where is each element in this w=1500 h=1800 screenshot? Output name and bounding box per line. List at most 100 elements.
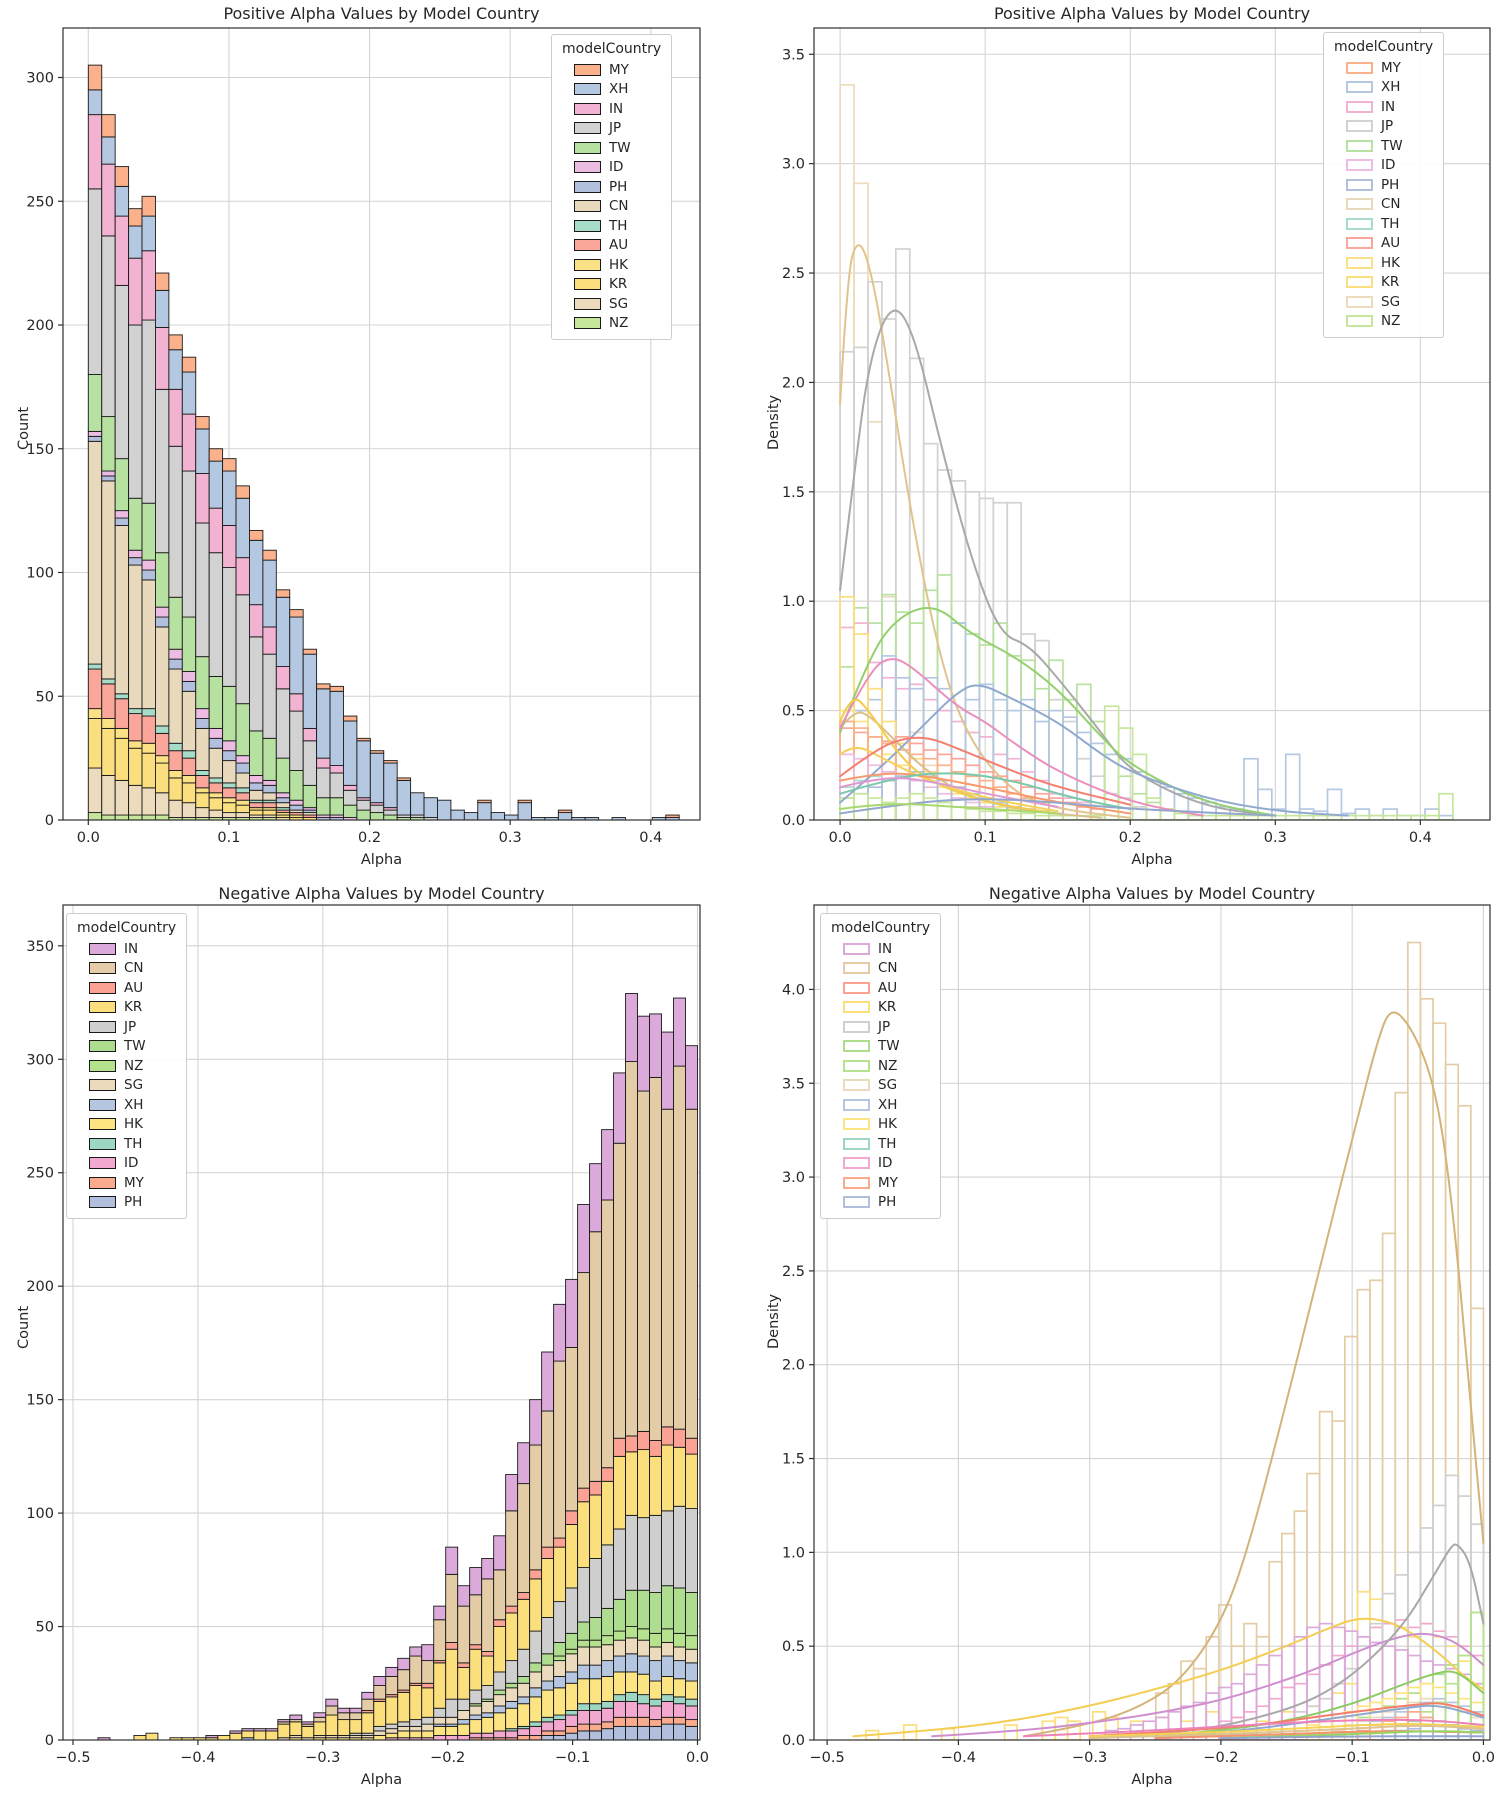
bar-segment-JP	[155, 388, 170, 554]
x-tick-label: 0.0	[1472, 1750, 1495, 1766]
x-tick-label: 0.2	[1119, 830, 1142, 846]
bar-segment-JP	[373, 1725, 387, 1732]
legend-item-KR: KR	[75, 998, 176, 1018]
bar-segment-AU	[577, 1487, 591, 1503]
bar-segment-JP	[275, 688, 291, 759]
bar-segment-TW	[685, 1592, 698, 1637]
bar-segment-AU	[249, 802, 264, 809]
bar-segment-JP	[625, 1514, 638, 1591]
bar-segment-CN	[235, 772, 250, 789]
kde-curve-NZ	[839, 803, 1059, 815]
bar-segment-JP	[649, 1514, 662, 1593]
legend-item-XH: XH	[560, 80, 661, 100]
legend-swatch-ID	[843, 1157, 870, 1170]
legend-swatch-TW	[89, 1040, 116, 1053]
bar-segment-CN	[673, 1065, 686, 1430]
legend-label-PH: PH	[124, 1194, 143, 1211]
bar-segment-ID	[469, 1732, 483, 1739]
bar-segment-CN	[565, 1347, 579, 1512]
bar-segment-TW	[589, 1617, 603, 1641]
bar-segment-HK	[625, 1671, 638, 1693]
kde-curve-NZ	[1219, 1730, 1485, 1740]
bar-segment-ID	[181, 671, 197, 682]
bar-segment-TH	[613, 1694, 627, 1702]
bar-segment-KR	[301, 1725, 315, 1739]
bar-segment-KR	[277, 1723, 291, 1739]
bar-segment-TW	[168, 596, 183, 650]
legend-item-TW: TW	[1332, 136, 1433, 156]
legend-item-NZ: NZ	[75, 1056, 176, 1076]
legend-swatch-AU	[574, 239, 601, 252]
bar-segment-HK	[181, 775, 197, 784]
legend-swatch-SG	[843, 1079, 870, 1092]
bar-segment-JP	[195, 522, 210, 658]
bar-segment-KR	[128, 747, 143, 786]
bar-segment-AU	[445, 1641, 459, 1650]
x-tick-label: 0.4	[639, 830, 662, 846]
bar-segment-TW	[383, 814, 398, 820]
y-tick-label: 300	[26, 71, 54, 87]
bar-segment-MY	[589, 1723, 603, 1732]
legend: modelCountry IN CN AU KR JP TW NZ SG XH HK TH ID MY PH	[820, 913, 942, 1219]
bar-segment-CN	[433, 1619, 447, 1662]
bar-segment-JP	[601, 1544, 615, 1609]
bar-segment-HK	[517, 1703, 531, 1727]
bar-segment-SG	[589, 1646, 603, 1666]
bar-segment-XH	[235, 497, 250, 559]
bar-segment-HK	[433, 1725, 447, 1736]
bar-segment-CN	[195, 727, 210, 771]
x-tick-label: 0.0	[686, 1750, 709, 1766]
legend-label-NZ: NZ	[609, 315, 629, 332]
legend: modelCountry MY XH IN JP TW ID PH CN TH AU HK KR SG NZ	[551, 34, 673, 340]
bar-segment-JP	[101, 235, 116, 418]
bar-segment-SG	[469, 1705, 483, 1716]
bar-segment-XH	[673, 1660, 686, 1680]
bar-segment-MY	[383, 760, 398, 764]
legend-label-CN: CN	[124, 960, 144, 977]
bar-segment-JP	[469, 1689, 483, 1705]
legend-item-SG: SG	[560, 294, 661, 314]
bar-segment-KR	[601, 1480, 615, 1546]
bar-segment-XH	[661, 1655, 674, 1677]
legend-swatch-CN	[89, 962, 116, 975]
legend-label-XH: XH	[609, 81, 629, 98]
bar-segment-ID	[208, 727, 224, 739]
legend-label-MY: MY	[1381, 59, 1401, 76]
legend-swatch-HK	[89, 1118, 116, 1131]
bar-segment-MY	[625, 1716, 638, 1727]
legend-swatch-TH	[1346, 217, 1373, 230]
bar-segment-KR	[373, 1700, 387, 1727]
bar-segment-CN	[262, 792, 277, 801]
bar-segment-TH	[685, 1698, 698, 1707]
legend-item-HK: HK	[75, 1115, 176, 1135]
legend-item-MY: MY	[560, 60, 661, 80]
legend-swatch-KR	[574, 278, 601, 291]
bar-segment-MY	[477, 799, 492, 804]
legend-label-KR: KR	[878, 999, 897, 1016]
legend-item-JP: JP	[560, 119, 661, 139]
bar-segment-XH	[437, 799, 452, 820]
legend-swatch-CN	[843, 962, 870, 975]
bar-segment-PH	[601, 1728, 615, 1740]
bar-segment-IN	[421, 1644, 435, 1662]
legend-swatch-NZ	[574, 317, 601, 330]
bar-segment-HK	[235, 799, 250, 806]
legend-swatch-NZ	[843, 1059, 870, 1072]
kde-curve-TW	[839, 607, 1277, 817]
bar-segment-XH	[505, 1700, 519, 1709]
bar-segment-IN	[409, 1646, 423, 1657]
kde-curve-SG	[1088, 1724, 1485, 1740]
bar-segment-IN	[168, 388, 183, 447]
bar-segment-SG	[685, 1648, 698, 1664]
legend-item-TH: TH	[75, 1134, 176, 1154]
bar-segment-IN	[101, 163, 116, 237]
legend-item-PH: PH	[75, 1193, 176, 1213]
kde-curve-AU	[839, 736, 1132, 806]
bar-segment-NZ	[589, 1639, 603, 1648]
bar-segment-IN	[289, 1714, 303, 1721]
bar-segment-TW	[541, 1653, 555, 1666]
bar-segment-HK	[505, 1707, 519, 1730]
bar-segment-IN	[553, 1303, 567, 1362]
bar-segment-PH	[101, 475, 116, 482]
legend-swatch-AU	[1346, 237, 1373, 250]
